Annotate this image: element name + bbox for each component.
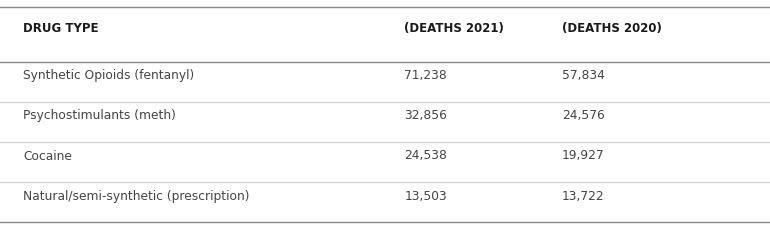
Text: DRUG TYPE: DRUG TYPE [23, 22, 99, 35]
Text: 13,722: 13,722 [562, 190, 604, 202]
Text: 19,927: 19,927 [562, 150, 604, 163]
Text: 71,238: 71,238 [404, 69, 447, 82]
Text: 24,576: 24,576 [562, 109, 605, 123]
Text: Natural/semi-synthetic (prescription): Natural/semi-synthetic (prescription) [23, 190, 249, 202]
Text: (DEATHS 2020): (DEATHS 2020) [562, 22, 662, 35]
Text: Cocaine: Cocaine [23, 150, 72, 163]
Text: (DEATHS 2021): (DEATHS 2021) [404, 22, 504, 35]
Text: 13,503: 13,503 [404, 190, 447, 202]
Text: 57,834: 57,834 [562, 69, 605, 82]
Text: 32,856: 32,856 [404, 109, 447, 123]
Text: 24,538: 24,538 [404, 150, 447, 163]
Text: Psychostimulants (meth): Psychostimulants (meth) [23, 109, 176, 123]
Text: Synthetic Opioids (fentanyl): Synthetic Opioids (fentanyl) [23, 69, 194, 82]
